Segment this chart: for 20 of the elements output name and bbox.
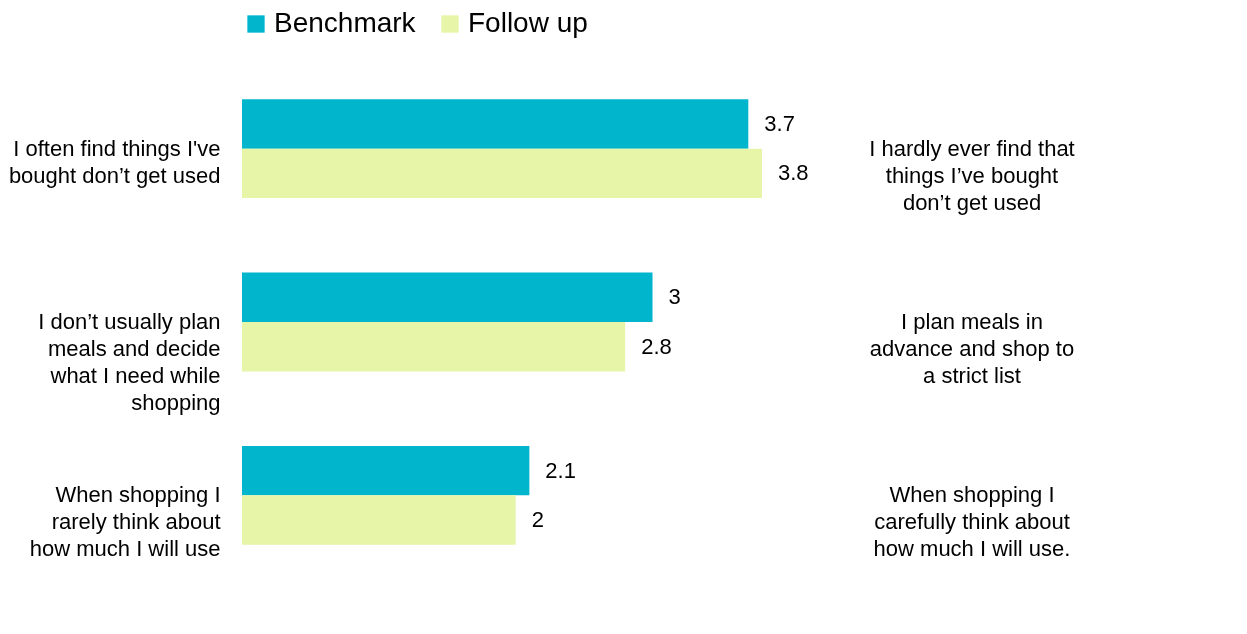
bar: [242, 148, 762, 199]
data-label: 3.7: [764, 110, 795, 136]
text: When shopping I carefully think about how much I will use.: [873, 482, 1071, 562]
data-label: 3: [668, 284, 681, 310]
y-tick-label: When shopping I rarely think about how much I will use: [29, 482, 221, 562]
data-label: 2.8: [641, 333, 672, 359]
y-tick-label: I don’t usually plan meals and decide what I need while shopping: [38, 309, 221, 415]
data-label: 2: [531, 507, 544, 533]
data-label: 2.1: [545, 457, 576, 483]
text: I hardly ever find that things I’ve bought don’t get used: [869, 135, 1075, 215]
bar: [242, 322, 626, 372]
bar: [242, 99, 749, 149]
bar: [242, 272, 653, 322]
data-label: 3.8: [778, 160, 809, 186]
text: I plan meals in advance and shop to a strict list: [869, 309, 1075, 388]
y-tick-label: I often find things I've bought don’t get used: [8, 135, 221, 188]
legend-label: Benchmark: [274, 7, 417, 38]
legend-label: Follow up: [468, 7, 588, 38]
bar: [242, 445, 530, 496]
bar: [242, 495, 516, 545]
